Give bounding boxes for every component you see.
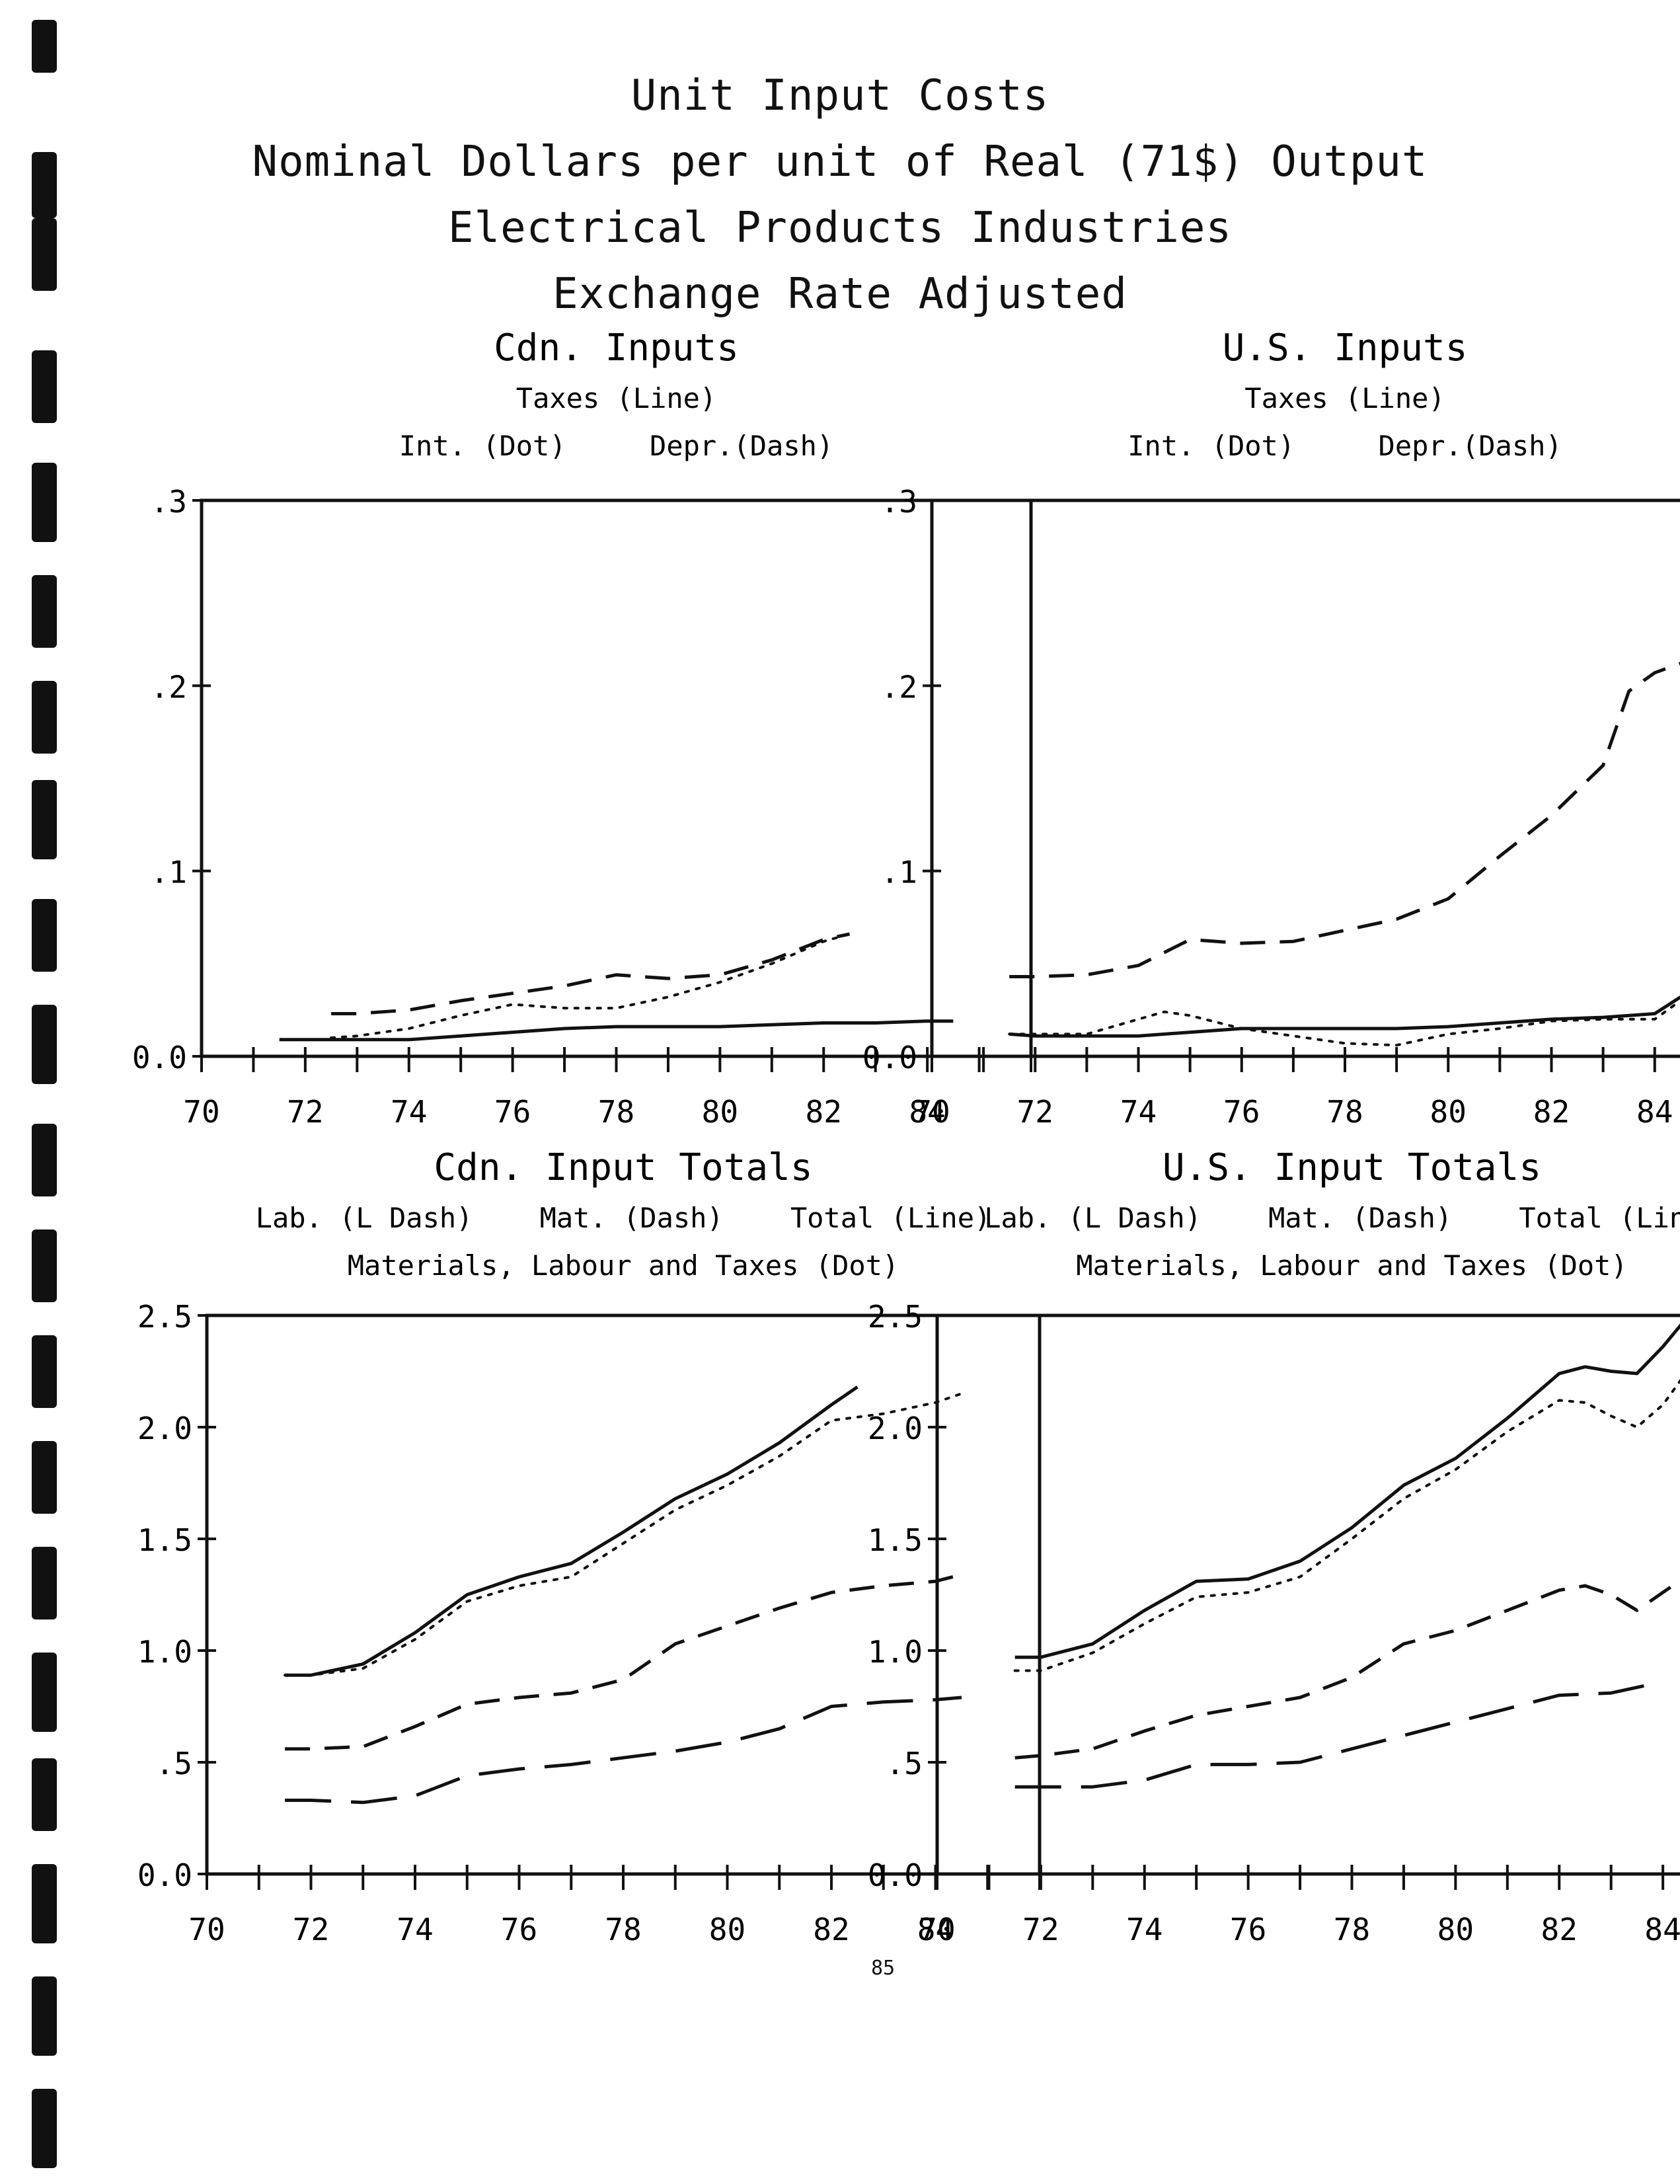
title-line-4: Exchange Rate Adjusted bbox=[553, 270, 1127, 319]
y-tick-label: 0.0 bbox=[868, 1857, 923, 1893]
legend-line: Taxes (Line) bbox=[1244, 382, 1445, 414]
y-tick-label: 2.0 bbox=[868, 1411, 923, 1446]
x-tick-label: 70 bbox=[913, 1094, 950, 1130]
y-tick-label: .3 bbox=[151, 484, 187, 520]
chart-panel-1: Cdn. Inputs Taxes (Line) Int. (Dot) Depr.(… bbox=[132, 327, 1033, 1130]
page-title: Unit Input Costs Nominal Dollars per uni… bbox=[0, 63, 1680, 327]
y-tick-label: 1.0 bbox=[137, 1634, 192, 1670]
x-tick-label: 72 bbox=[287, 1094, 323, 1130]
chart-title: U.S. Inputs bbox=[1223, 327, 1468, 370]
series-line-dot bbox=[1013, 1379, 1680, 1672]
x-tick-label: 78 bbox=[605, 1912, 641, 1947]
chart-panel-3: Cdn. Input Totals Lab. (L Dash) Mat. (Das… bbox=[137, 1146, 1042, 1947]
series-line-solid bbox=[1014, 1323, 1680, 1659]
series-line-solid bbox=[1009, 995, 1680, 1038]
page-number: 85 bbox=[871, 1957, 896, 1980]
plot-frame bbox=[930, 498, 1680, 1058]
y-tick-label: 2.5 bbox=[137, 1299, 192, 1335]
x-tick-label: 82 bbox=[806, 1094, 842, 1130]
y-tick-label: 2.5 bbox=[868, 1299, 923, 1335]
series-line-dash bbox=[1009, 662, 1680, 978]
series-line-ldash bbox=[285, 1696, 962, 1805]
x-tick-label: 74 bbox=[397, 1912, 433, 1947]
binding-holes bbox=[32, 0, 58, 2184]
y-tick-label: 0.0 bbox=[137, 1857, 192, 1893]
chart-panel-2: U.S. Inputs Taxes (Line) Int. (Dot) Depr.(… bbox=[862, 327, 1680, 1130]
chart-title: Cdn. Input Totals bbox=[434, 1146, 812, 1189]
x-tick-label: 80 bbox=[1430, 1094, 1467, 1130]
x-tick-label: 76 bbox=[494, 1094, 531, 1130]
x-tick-label: 82 bbox=[813, 1912, 849, 1947]
x-tick-label: 70 bbox=[919, 1912, 955, 1947]
y-tick-label: .5 bbox=[156, 1746, 192, 1781]
x-tick-label: 70 bbox=[188, 1912, 225, 1947]
series-line-dash bbox=[331, 932, 851, 1015]
x-tick-label: 74 bbox=[391, 1094, 427, 1130]
y-tick-label: .5 bbox=[886, 1746, 923, 1781]
series-line-dot bbox=[330, 933, 851, 1039]
y-tick-label: 1.5 bbox=[137, 1522, 192, 1558]
series-line-ldash bbox=[1014, 1680, 1663, 1789]
legend-line: Lab. (L Dash) Mat. (Dash) Total (Line) bbox=[256, 1202, 991, 1234]
legend-line: Materials, Labour and Taxes (Dot) bbox=[348, 1249, 899, 1282]
y-tick-label: 0.0 bbox=[132, 1040, 187, 1075]
x-tick-label: 74 bbox=[1120, 1094, 1157, 1130]
series-line-dash bbox=[1014, 1579, 1680, 1760]
title-line-2: Nominal Dollars per unit of Real (71$) O… bbox=[252, 137, 1428, 186]
x-tick-label: 78 bbox=[1334, 1912, 1370, 1947]
x-tick-label: 84 bbox=[1636, 1094, 1673, 1130]
x-tick-label: 80 bbox=[1437, 1912, 1474, 1947]
y-tick-label: .1 bbox=[881, 855, 917, 890]
x-tick-label: 72 bbox=[293, 1912, 329, 1947]
legend-line: Materials, Labour and Taxes (Dot) bbox=[1076, 1249, 1627, 1282]
x-tick-label: 84 bbox=[917, 1912, 954, 1947]
chart-title: Cdn. Inputs bbox=[494, 327, 739, 370]
x-tick-label: 84 bbox=[1644, 1912, 1680, 1947]
plot-frame bbox=[200, 498, 1033, 1058]
series-line-dot bbox=[284, 1392, 963, 1677]
y-tick-label: .3 bbox=[881, 484, 917, 520]
y-tick-label: 1.5 bbox=[868, 1522, 923, 1558]
series-line-dot bbox=[1008, 999, 1680, 1047]
y-tick-label: .2 bbox=[881, 669, 917, 705]
title-line-1: Unit Input Costs bbox=[630, 71, 1050, 120]
x-tick-label: 84 bbox=[909, 1094, 945, 1130]
title-line-3: Electrical Products Industries bbox=[448, 204, 1232, 253]
chart-title: U.S. Input Totals bbox=[1163, 1146, 1541, 1189]
x-tick-label: 76 bbox=[1223, 1094, 1260, 1130]
x-tick-label: 72 bbox=[1017, 1094, 1053, 1130]
chart-panel-4: U.S. Input Totals Lab. (L Dash) Mat. (Das… bbox=[868, 1146, 1680, 1947]
y-tick-label: 1.0 bbox=[868, 1634, 923, 1670]
series-line-solid bbox=[279, 1019, 954, 1042]
x-tick-label: 70 bbox=[183, 1094, 219, 1130]
legend-line: Taxes (Line) bbox=[516, 382, 716, 414]
legend-line: Lab. (L Dash) Mat. (Dash) Total (Line) bbox=[984, 1202, 1680, 1234]
series-line-solid bbox=[285, 1385, 859, 1677]
y-tick-label: 2.0 bbox=[137, 1411, 192, 1446]
series-line-dash bbox=[285, 1573, 962, 1751]
x-tick-label: 78 bbox=[598, 1094, 634, 1130]
x-tick-label: 80 bbox=[709, 1912, 745, 1947]
x-tick-label: 78 bbox=[1326, 1094, 1363, 1130]
x-tick-label: 72 bbox=[1022, 1912, 1059, 1947]
plot-frame bbox=[205, 1313, 1042, 1876]
y-tick-label: 0.0 bbox=[862, 1040, 917, 1075]
x-tick-label: 76 bbox=[1230, 1912, 1266, 1947]
x-tick-label: 74 bbox=[1126, 1912, 1163, 1947]
x-tick-label: 80 bbox=[702, 1094, 738, 1130]
legend-line: Int. (Dot) Depr.(Dash) bbox=[1127, 430, 1562, 462]
y-tick-label: .1 bbox=[151, 855, 187, 890]
x-tick-label: 82 bbox=[1541, 1912, 1578, 1947]
x-tick-label: 76 bbox=[501, 1912, 537, 1947]
y-tick-label: .2 bbox=[151, 669, 187, 705]
plot-frame bbox=[935, 1313, 1680, 1876]
x-tick-label: 82 bbox=[1533, 1094, 1570, 1130]
legend-line: Int. (Dot) Depr.(Dash) bbox=[399, 430, 833, 462]
